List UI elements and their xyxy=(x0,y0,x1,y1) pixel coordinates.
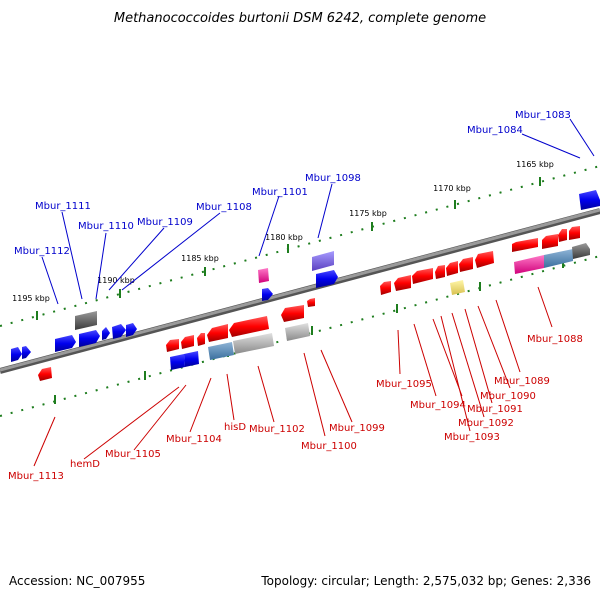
gene-arrow xyxy=(233,333,274,354)
gene-label: Mbur_1109 xyxy=(137,217,193,228)
gene-label: hemD xyxy=(70,459,100,470)
genome-summary-text: Topology: circular; Length: 2,575,032 bp… xyxy=(260,574,591,588)
gene-arrow xyxy=(11,347,22,362)
reverse-genes xyxy=(38,226,590,381)
scale-label: 1170 kbp xyxy=(433,184,471,193)
gene-arrow xyxy=(380,281,391,295)
gene-label: Mbur_1112 xyxy=(14,246,70,257)
gene-arrow xyxy=(207,324,228,342)
gene-label: Mbur_1111 xyxy=(35,201,91,212)
gene-arrow xyxy=(285,323,310,341)
gene-label: Mbur_1105 xyxy=(105,449,161,460)
gene-arrow xyxy=(312,251,334,271)
map-title: Methanococcoides burtonii DSM 6242, comp… xyxy=(114,11,486,26)
gene-label: Mbur_1113 xyxy=(8,471,64,482)
gene-arrow xyxy=(197,333,205,346)
gene-arrow xyxy=(459,257,473,272)
gene-arrow xyxy=(579,190,600,210)
gene-label: hisD xyxy=(224,422,246,433)
gene-arrow xyxy=(544,249,573,268)
gene-label: Mbur_1084 xyxy=(467,125,523,136)
gene-label: Mbur_1088 xyxy=(527,334,583,345)
gene-arrow xyxy=(450,280,465,295)
gene-arrow xyxy=(412,268,433,284)
gene-label: Mbur_1110 xyxy=(78,221,134,232)
gene-label: Mbur_1083 xyxy=(515,110,571,121)
gene-label: Mbur_1094 xyxy=(410,400,466,411)
gene-arrow xyxy=(170,354,185,370)
forward-tick-track xyxy=(0,165,600,327)
gene-arrow xyxy=(394,275,411,291)
gene-arrow xyxy=(55,335,76,352)
accession-text: Accession: NC_007955 xyxy=(9,574,145,588)
gene-arrow xyxy=(446,261,458,276)
scale-label: 1195 kbp xyxy=(12,294,50,303)
forward-gene-labels: Mbur_1083 Mbur_1084 Mbur_1098 Mbur_1101 … xyxy=(14,110,571,257)
gene-arrow xyxy=(181,335,194,349)
gene-label: Mbur_1108 xyxy=(196,202,252,213)
gene-arrow xyxy=(262,288,273,301)
scale-label: 1190 kbp xyxy=(97,276,135,285)
gene-label: Mbur_1100 xyxy=(301,441,357,452)
gene-arrow xyxy=(542,234,558,249)
gene-arrow xyxy=(38,367,52,381)
gene-arrow xyxy=(558,229,567,242)
reverse-tick-track xyxy=(0,255,600,417)
scale-label: 1165 kbp xyxy=(516,160,554,169)
gene-label: Mbur_1098 xyxy=(305,173,361,184)
gene-label: Mbur_1092 xyxy=(458,418,514,429)
scale-labels: 1165 kbp 1170 kbp 1175 kbp 1180 kbp 1185… xyxy=(12,160,554,303)
gene-label: Mbur_1091 xyxy=(467,404,523,415)
scale-label: 1180 kbp xyxy=(265,233,303,242)
gene-arrow xyxy=(512,238,538,252)
gene-arrow xyxy=(435,265,445,279)
reverse-gene-labels: Mbur_1088 Mbur_1089 Mbur_1090 Mbur_1091 … xyxy=(8,334,583,482)
gene-label: Mbur_1102 xyxy=(249,424,305,435)
gene-arrow xyxy=(75,311,97,330)
gene-arrow xyxy=(126,323,137,337)
gene-label: Mbur_1095 xyxy=(376,379,432,390)
gene-arrow xyxy=(79,330,100,347)
gene-arrow xyxy=(258,268,269,283)
gene-label: Mbur_1089 xyxy=(494,376,550,387)
gene-arrow xyxy=(307,298,315,307)
gene-label: Mbur_1101 xyxy=(252,187,308,198)
gene-arrow xyxy=(229,316,269,337)
gene-label: Mbur_1104 xyxy=(166,434,222,445)
gene-arrow xyxy=(316,270,338,288)
forward-leader-lines xyxy=(41,118,595,305)
gene-arrow xyxy=(102,327,110,340)
gene-arrow xyxy=(208,342,234,360)
gene-arrow xyxy=(281,305,304,322)
gene-label: Mbur_1090 xyxy=(480,391,536,402)
gene-arrow xyxy=(184,351,199,367)
forward-genes xyxy=(11,190,600,362)
genome-backbone xyxy=(0,208,600,374)
gene-label: Mbur_1099 xyxy=(329,423,385,434)
gene-arrow xyxy=(22,346,31,359)
gene-arrow xyxy=(514,255,544,274)
gene-label: Mbur_1093 xyxy=(444,432,500,443)
scale-label: 1175 kbp xyxy=(349,209,387,218)
gene-arrow xyxy=(475,251,494,268)
scale-label: 1185 kbp xyxy=(181,254,219,263)
gene-arrow xyxy=(112,324,126,339)
gene-arrow xyxy=(569,226,580,240)
gene-arrow xyxy=(572,243,590,259)
reverse-leader-lines xyxy=(33,286,553,467)
gene-arrow xyxy=(166,339,179,352)
